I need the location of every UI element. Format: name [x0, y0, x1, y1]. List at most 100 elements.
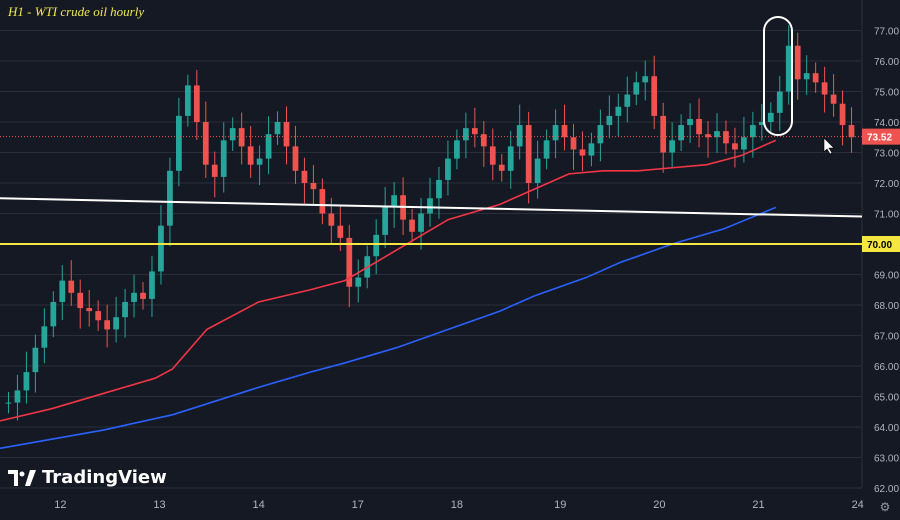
x-tick-label: 14: [252, 499, 264, 511]
candle-body: [238, 128, 245, 147]
candle-body: [229, 128, 236, 141]
candle-body: [337, 225, 344, 238]
candle-body: [848, 125, 855, 138]
candle-body: [678, 125, 684, 141]
candle-body: [122, 301, 128, 318]
y-tick-label: 65.00: [874, 393, 899, 404]
candle-body: [265, 134, 272, 159]
candle-body: [776, 91, 783, 113]
brand-label: TradingView: [42, 467, 167, 488]
y-tick-label: 63.00: [874, 454, 899, 465]
yellow-level-label: 70.00: [867, 240, 892, 251]
candle-body: [516, 125, 523, 147]
candle-body: [104, 320, 111, 330]
x-tick-label: 21: [752, 499, 764, 511]
candle-body: [821, 82, 828, 95]
candle-body: [830, 94, 837, 104]
candle-body: [651, 76, 658, 116]
candle-body: [445, 158, 451, 180]
candle-body: [319, 189, 326, 214]
candle-body: [68, 280, 75, 293]
candle-body: [767, 112, 774, 122]
candle-body: [669, 140, 676, 153]
x-tick-label: 18: [451, 499, 463, 511]
tradingview-logo[interactable]: TradingView: [8, 467, 167, 488]
candle-body: [86, 308, 93, 312]
x-tick-label: 12: [54, 499, 66, 511]
x-tick-label: 20: [653, 499, 665, 511]
candle-body: [723, 131, 729, 144]
candle-body: [409, 219, 415, 232]
y-tick-label: 72.00: [874, 179, 899, 190]
y-tick-label: 62.00: [874, 484, 899, 495]
candle-body: [534, 158, 541, 183]
candle-body: [579, 149, 586, 156]
candle-body: [59, 280, 66, 302]
candle-body: [140, 292, 146, 299]
x-tick-label: 17: [352, 499, 364, 511]
candle-body: [552, 125, 559, 141]
candle-body: [633, 82, 640, 95]
candle-body: [624, 94, 631, 107]
candle-body: [274, 122, 281, 135]
y-tick-label: 69.00: [874, 271, 899, 282]
candle-body: [785, 45, 792, 92]
candle-body: [220, 140, 227, 177]
candle-body: [803, 73, 810, 80]
gear-icon[interactable]: ⚙: [879, 500, 891, 514]
spike-highlight-ellipse[interactable]: [763, 16, 793, 136]
y-tick-label: 64.00: [874, 423, 899, 434]
candle-body: [418, 213, 424, 232]
candle-body: [687, 118, 693, 126]
candle-body: [471, 128, 478, 135]
candle-body: [355, 277, 362, 287]
candle-body: [427, 198, 433, 214]
candle-body: [732, 143, 738, 150]
y-tick-label: 75.00: [874, 88, 899, 99]
candle-body: [149, 271, 155, 299]
candle-body: [310, 183, 317, 190]
candle-body: [373, 234, 380, 257]
trend-line-white[interactable]: [0, 197, 863, 218]
candle-body: [283, 122, 290, 147]
last-price-label: 73.52: [867, 133, 892, 144]
x-tick-label: 13: [153, 499, 165, 511]
candle-body: [758, 122, 765, 126]
y-tick-label: 77.00: [874, 27, 899, 38]
candle-body: [696, 118, 702, 135]
chart-title: H1 - WTI crude oil hourly: [8, 4, 145, 19]
candle-body: [95, 311, 102, 321]
tradingview-logo-icon: [8, 469, 36, 486]
candle-body: [606, 115, 613, 126]
y-tick-label: 73.00: [874, 149, 899, 160]
y-tick-label: 67.00: [874, 332, 899, 343]
y-tick-label: 68.00: [874, 301, 899, 312]
candle-body: [561, 125, 568, 138]
last-price-tag: [862, 128, 900, 145]
candle-body: [23, 372, 30, 391]
candle-body: [158, 225, 164, 272]
candle-body: [32, 347, 39, 373]
candle-body: [839, 103, 846, 126]
candle-body: [741, 137, 747, 150]
candle-body: [5, 402, 12, 404]
candle-body: [77, 292, 84, 309]
x-tick-label: 24: [852, 499, 864, 511]
candle-body: [812, 73, 819, 83]
x-tick-label: 19: [554, 499, 566, 511]
moving-average-red: [0, 139, 777, 422]
candle-body: [14, 390, 21, 403]
candle-body: [615, 106, 622, 116]
candle-body: [202, 122, 209, 165]
candle-body: [642, 76, 649, 83]
candle-body: [328, 213, 335, 226]
candle-body: [256, 158, 263, 165]
candle-body: [184, 85, 191, 116]
candle-body: [454, 140, 460, 159]
candle-body: [50, 301, 57, 327]
y-tick-label: 71.00: [874, 210, 899, 221]
candle-body: [588, 143, 595, 156]
